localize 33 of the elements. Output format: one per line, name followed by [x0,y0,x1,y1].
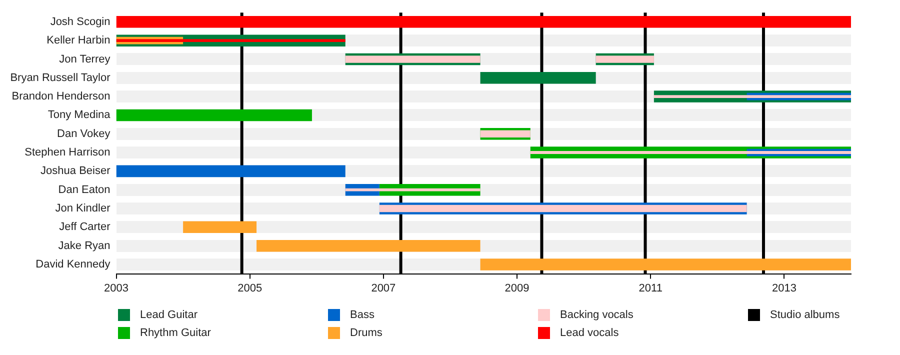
y-tick-label: Josh Scogin [50,16,110,28]
x-tick-label: 2003 [104,282,128,294]
bar [480,72,596,84]
x-tick-label: 2007 [371,282,396,294]
y-tick-label: Dan Eaton [58,184,110,196]
y-tick-label: Keller Harbin [46,34,110,47]
legend-label: Lead Guitar [140,309,198,321]
y-tick-label: Bryan Russell Taylor [10,72,111,84]
y-tick-label: Jake Ryan [58,240,110,252]
x-tick-label: 2011 [638,282,662,294]
bar [596,56,654,63]
y-tick-label: Jon Terrey [59,53,111,66]
y-tick-label: Brandon Henderson [12,90,110,103]
x-tick-label: 2013 [772,282,796,294]
bar [183,221,257,234]
y-tick-label: Jeff Carter [59,221,111,234]
y-tick-label: Dan Vokey [57,128,111,140]
legend-label: Rhythm Guitar [140,327,211,339]
y-tick-label: Joshua Beiser [40,165,111,178]
bar [116,165,346,178]
legend-label: Drums [350,327,382,339]
bar [116,109,312,122]
y-tick-label: Tony Medina [48,109,112,122]
y-tick-label: Stephen Harrison [24,146,110,159]
bar [256,240,480,252]
x-tick-label: 2005 [238,282,262,294]
legend-label: Studio albums [770,309,840,321]
x-tick-label: 2009 [504,282,530,294]
y-tick-label: David Kennedy [36,258,111,271]
legend-label: Bass [350,309,374,321]
legend-label: Backing vocals [560,309,634,321]
y-tick-label: Jon Kindler [55,202,111,215]
legend-label: Lead vocals [560,327,619,339]
